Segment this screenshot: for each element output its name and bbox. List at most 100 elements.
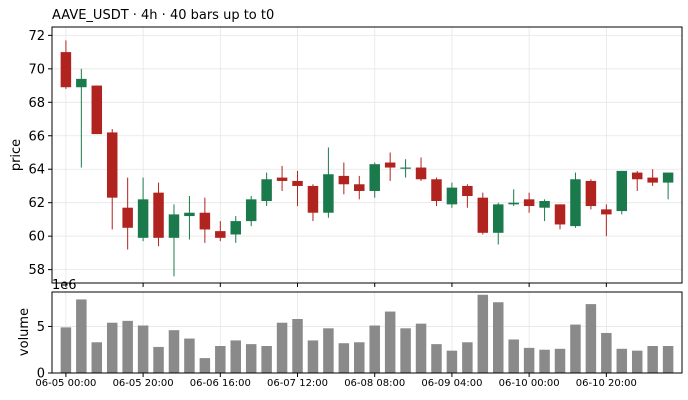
candle-body: [91, 85, 103, 135]
candle-body: [307, 185, 319, 213]
volume-bar: [245, 344, 257, 373]
volume-bar: [292, 319, 303, 373]
volume-bar: [662, 346, 674, 373]
price-tick-label: 72: [28, 29, 45, 44]
price-tick-label: 62: [28, 196, 45, 211]
candle-body: [415, 167, 427, 180]
volume-bar: [539, 349, 550, 373]
candle-body: [647, 177, 658, 183]
time-x-ticks: 06-05 00:00 06-05 20:00 06-06 16:00 06-07 1…: [35, 283, 637, 389]
candle-body: [523, 199, 535, 207]
price-axes-frame: [51, 26, 683, 284]
candle-body: [431, 179, 442, 202]
volume-bar: [493, 302, 504, 373]
candle-body: [631, 172, 643, 180]
candle-body: [554, 204, 566, 225]
volume-bar: [570, 324, 581, 373]
volume-bar: [462, 342, 473, 373]
volume-bar: [616, 348, 628, 373]
x-tick-label: 06-08 08:00: [344, 378, 405, 389]
volume-bar: [554, 348, 566, 373]
volume-bar: [477, 294, 489, 373]
price-tick-label: 70: [28, 62, 45, 77]
price-gridlines: [52, 27, 682, 283]
price-candles: [60, 40, 674, 277]
x-tick-label: 06-09 04:00: [421, 378, 482, 389]
volume-bar: [354, 342, 365, 373]
candle-body: [585, 180, 597, 207]
volume-bar: [168, 330, 180, 373]
candle-body: [369, 164, 380, 191]
volume-scale-label: 1e6: [52, 278, 77, 293]
volume-bar: [276, 322, 288, 373]
volume-bar: [91, 342, 103, 373]
volume-bar: [523, 347, 535, 373]
price-y-ticks: 58 60 62 64 66 68 70 72: [28, 29, 52, 278]
candle-body: [462, 185, 473, 196]
candle-body: [184, 212, 195, 217]
volume-y-ticks: 05: [37, 320, 52, 382]
price-axis-label: price: [9, 139, 24, 171]
volume-bar: [106, 322, 118, 373]
candle-body: [616, 170, 628, 212]
volume-bar: [199, 358, 211, 373]
candle-body: [245, 199, 257, 222]
candle-body: [601, 209, 612, 215]
candle-body: [400, 167, 411, 169]
x-tick-label: 06-10 20:00: [576, 378, 637, 389]
candle-body: [215, 231, 226, 238]
candle-body: [477, 197, 489, 233]
volume-bar: [261, 346, 272, 373]
candle-body: [199, 212, 211, 230]
candle-body: [354, 184, 365, 191]
candle-body: [60, 52, 72, 88]
price-tick-label: 58: [28, 263, 45, 278]
candle-body: [662, 172, 674, 183]
volume-tick-label: 5: [37, 320, 45, 335]
volume-bar: [60, 327, 72, 373]
volume-axis-label: volume: [17, 308, 32, 356]
price-tick-label: 64: [28, 163, 45, 178]
candle-body: [493, 204, 504, 233]
price-tick-label: 68: [28, 96, 45, 111]
volume-bar: [230, 340, 241, 373]
candle-body: [153, 192, 164, 238]
x-tick-label: 06-10 00:00: [499, 378, 560, 389]
volume-bar: [338, 343, 350, 373]
candle-body: [261, 179, 272, 202]
candle-body: [338, 175, 350, 185]
volume-bar: [508, 339, 519, 373]
volume-bar: [415, 323, 427, 373]
volume-bar: [122, 320, 133, 373]
volume-bar: [76, 299, 87, 373]
volume-bar: [601, 332, 612, 373]
price-tick-label: 66: [28, 129, 45, 144]
volume-bar: [631, 350, 643, 373]
price-tick-label: 60: [28, 230, 45, 245]
x-tick-label: 06-05 20:00: [113, 378, 174, 389]
candle-body: [168, 214, 180, 238]
candle-body: [230, 221, 241, 235]
volume-bar: [323, 328, 334, 373]
volume-bar: [384, 311, 396, 373]
candle-body: [292, 180, 303, 186]
volume-bars: [60, 294, 674, 373]
candle-body: [539, 201, 550, 208]
volume-bar: [153, 346, 164, 373]
volume-bar: [400, 328, 411, 373]
candle-body: [76, 78, 87, 88]
x-tick-label: 06-05 00:00: [35, 378, 96, 389]
candle-body: [570, 179, 581, 227]
x-tick-label: 06-07 12:00: [267, 378, 328, 389]
volume-bar: [215, 346, 226, 373]
volume-bar: [307, 340, 319, 373]
candle-body: [106, 132, 118, 198]
candle-body: [137, 199, 149, 238]
x-tick-label: 06-06 16:00: [190, 378, 251, 389]
volume-bar: [647, 346, 658, 373]
candle-body: [508, 202, 519, 205]
volume-tick-label: 0: [37, 367, 45, 382]
candle-body: [446, 187, 458, 205]
chart-title: AAVE_USDT · 4h · 40 bars up to t0: [52, 8, 274, 23]
volume-bar: [446, 350, 458, 373]
